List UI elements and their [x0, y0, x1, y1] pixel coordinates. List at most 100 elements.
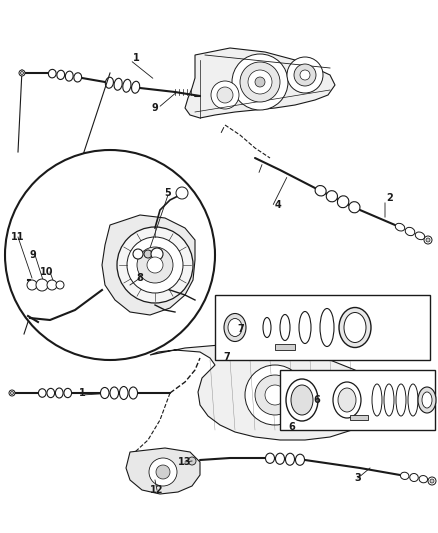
Bar [280, 370, 435, 430]
Ellipse shape [129, 387, 138, 399]
Ellipse shape [65, 71, 73, 81]
Ellipse shape [131, 82, 140, 93]
Circle shape [9, 390, 15, 396]
Ellipse shape [123, 79, 131, 92]
Ellipse shape [299, 311, 311, 343]
Ellipse shape [326, 191, 338, 202]
Ellipse shape [280, 314, 290, 341]
Text: 12: 12 [150, 485, 164, 495]
Circle shape [11, 392, 14, 394]
Text: 1: 1 [79, 388, 85, 398]
Polygon shape [126, 448, 200, 494]
Ellipse shape [56, 388, 63, 398]
Circle shape [245, 365, 305, 425]
Circle shape [287, 57, 323, 93]
Ellipse shape [263, 318, 271, 337]
Circle shape [151, 248, 163, 260]
Circle shape [19, 70, 25, 76]
Circle shape [255, 77, 265, 87]
Text: 9: 9 [30, 250, 36, 260]
Circle shape [147, 257, 163, 273]
Ellipse shape [408, 384, 418, 416]
Ellipse shape [63, 246, 71, 252]
Ellipse shape [224, 313, 246, 342]
Ellipse shape [337, 196, 349, 208]
Ellipse shape [110, 387, 119, 399]
Circle shape [36, 279, 48, 291]
Ellipse shape [72, 246, 80, 253]
Circle shape [127, 237, 183, 293]
Ellipse shape [372, 384, 382, 416]
Circle shape [255, 375, 295, 415]
Ellipse shape [315, 185, 326, 196]
Circle shape [137, 247, 173, 283]
Circle shape [294, 64, 316, 86]
Ellipse shape [114, 78, 122, 90]
Ellipse shape [422, 392, 432, 408]
Ellipse shape [48, 69, 56, 78]
Ellipse shape [286, 379, 318, 421]
Circle shape [240, 62, 280, 102]
Bar [215, 295, 430, 360]
Circle shape [217, 87, 233, 103]
Circle shape [133, 249, 143, 259]
Ellipse shape [296, 454, 304, 465]
Bar [350, 415, 368, 420]
Text: 9: 9 [152, 103, 159, 113]
Bar [275, 343, 295, 350]
Ellipse shape [415, 232, 425, 240]
Circle shape [300, 70, 310, 80]
Ellipse shape [339, 308, 371, 348]
Circle shape [47, 280, 57, 290]
Circle shape [325, 385, 355, 415]
Ellipse shape [333, 382, 361, 418]
Circle shape [265, 385, 285, 405]
Circle shape [424, 236, 432, 244]
Circle shape [176, 187, 188, 199]
Text: 4: 4 [275, 200, 281, 210]
Ellipse shape [120, 386, 128, 400]
Ellipse shape [39, 389, 46, 397]
Ellipse shape [349, 201, 360, 213]
Circle shape [188, 457, 196, 465]
Ellipse shape [64, 389, 71, 398]
Ellipse shape [344, 312, 366, 343]
Circle shape [117, 227, 193, 303]
Ellipse shape [74, 73, 81, 82]
Ellipse shape [57, 70, 65, 79]
Ellipse shape [338, 388, 356, 412]
Text: 2: 2 [387, 193, 393, 203]
Circle shape [21, 71, 24, 75]
Text: 1: 1 [133, 53, 139, 63]
Text: 8: 8 [137, 273, 143, 283]
Ellipse shape [291, 385, 313, 415]
Text: 7: 7 [238, 324, 244, 334]
Circle shape [144, 250, 152, 258]
Circle shape [5, 150, 215, 360]
Ellipse shape [265, 453, 275, 463]
Ellipse shape [320, 309, 334, 346]
Ellipse shape [400, 472, 409, 480]
Circle shape [211, 81, 239, 109]
Ellipse shape [81, 247, 89, 253]
Ellipse shape [384, 384, 394, 416]
Circle shape [56, 281, 64, 289]
Ellipse shape [105, 77, 113, 88]
Circle shape [149, 458, 177, 486]
Text: 3: 3 [355, 473, 361, 483]
Circle shape [426, 238, 430, 242]
Ellipse shape [419, 475, 427, 483]
Text: 6: 6 [314, 395, 320, 405]
Circle shape [232, 54, 288, 110]
Circle shape [316, 376, 364, 424]
Text: 5: 5 [165, 188, 171, 198]
Text: 6: 6 [288, 422, 295, 432]
Text: 11: 11 [11, 232, 25, 242]
Ellipse shape [405, 228, 415, 236]
Circle shape [156, 465, 170, 479]
Text: 10: 10 [40, 267, 54, 277]
Ellipse shape [100, 387, 109, 399]
Polygon shape [185, 48, 335, 118]
Ellipse shape [410, 473, 418, 481]
Ellipse shape [395, 223, 405, 231]
